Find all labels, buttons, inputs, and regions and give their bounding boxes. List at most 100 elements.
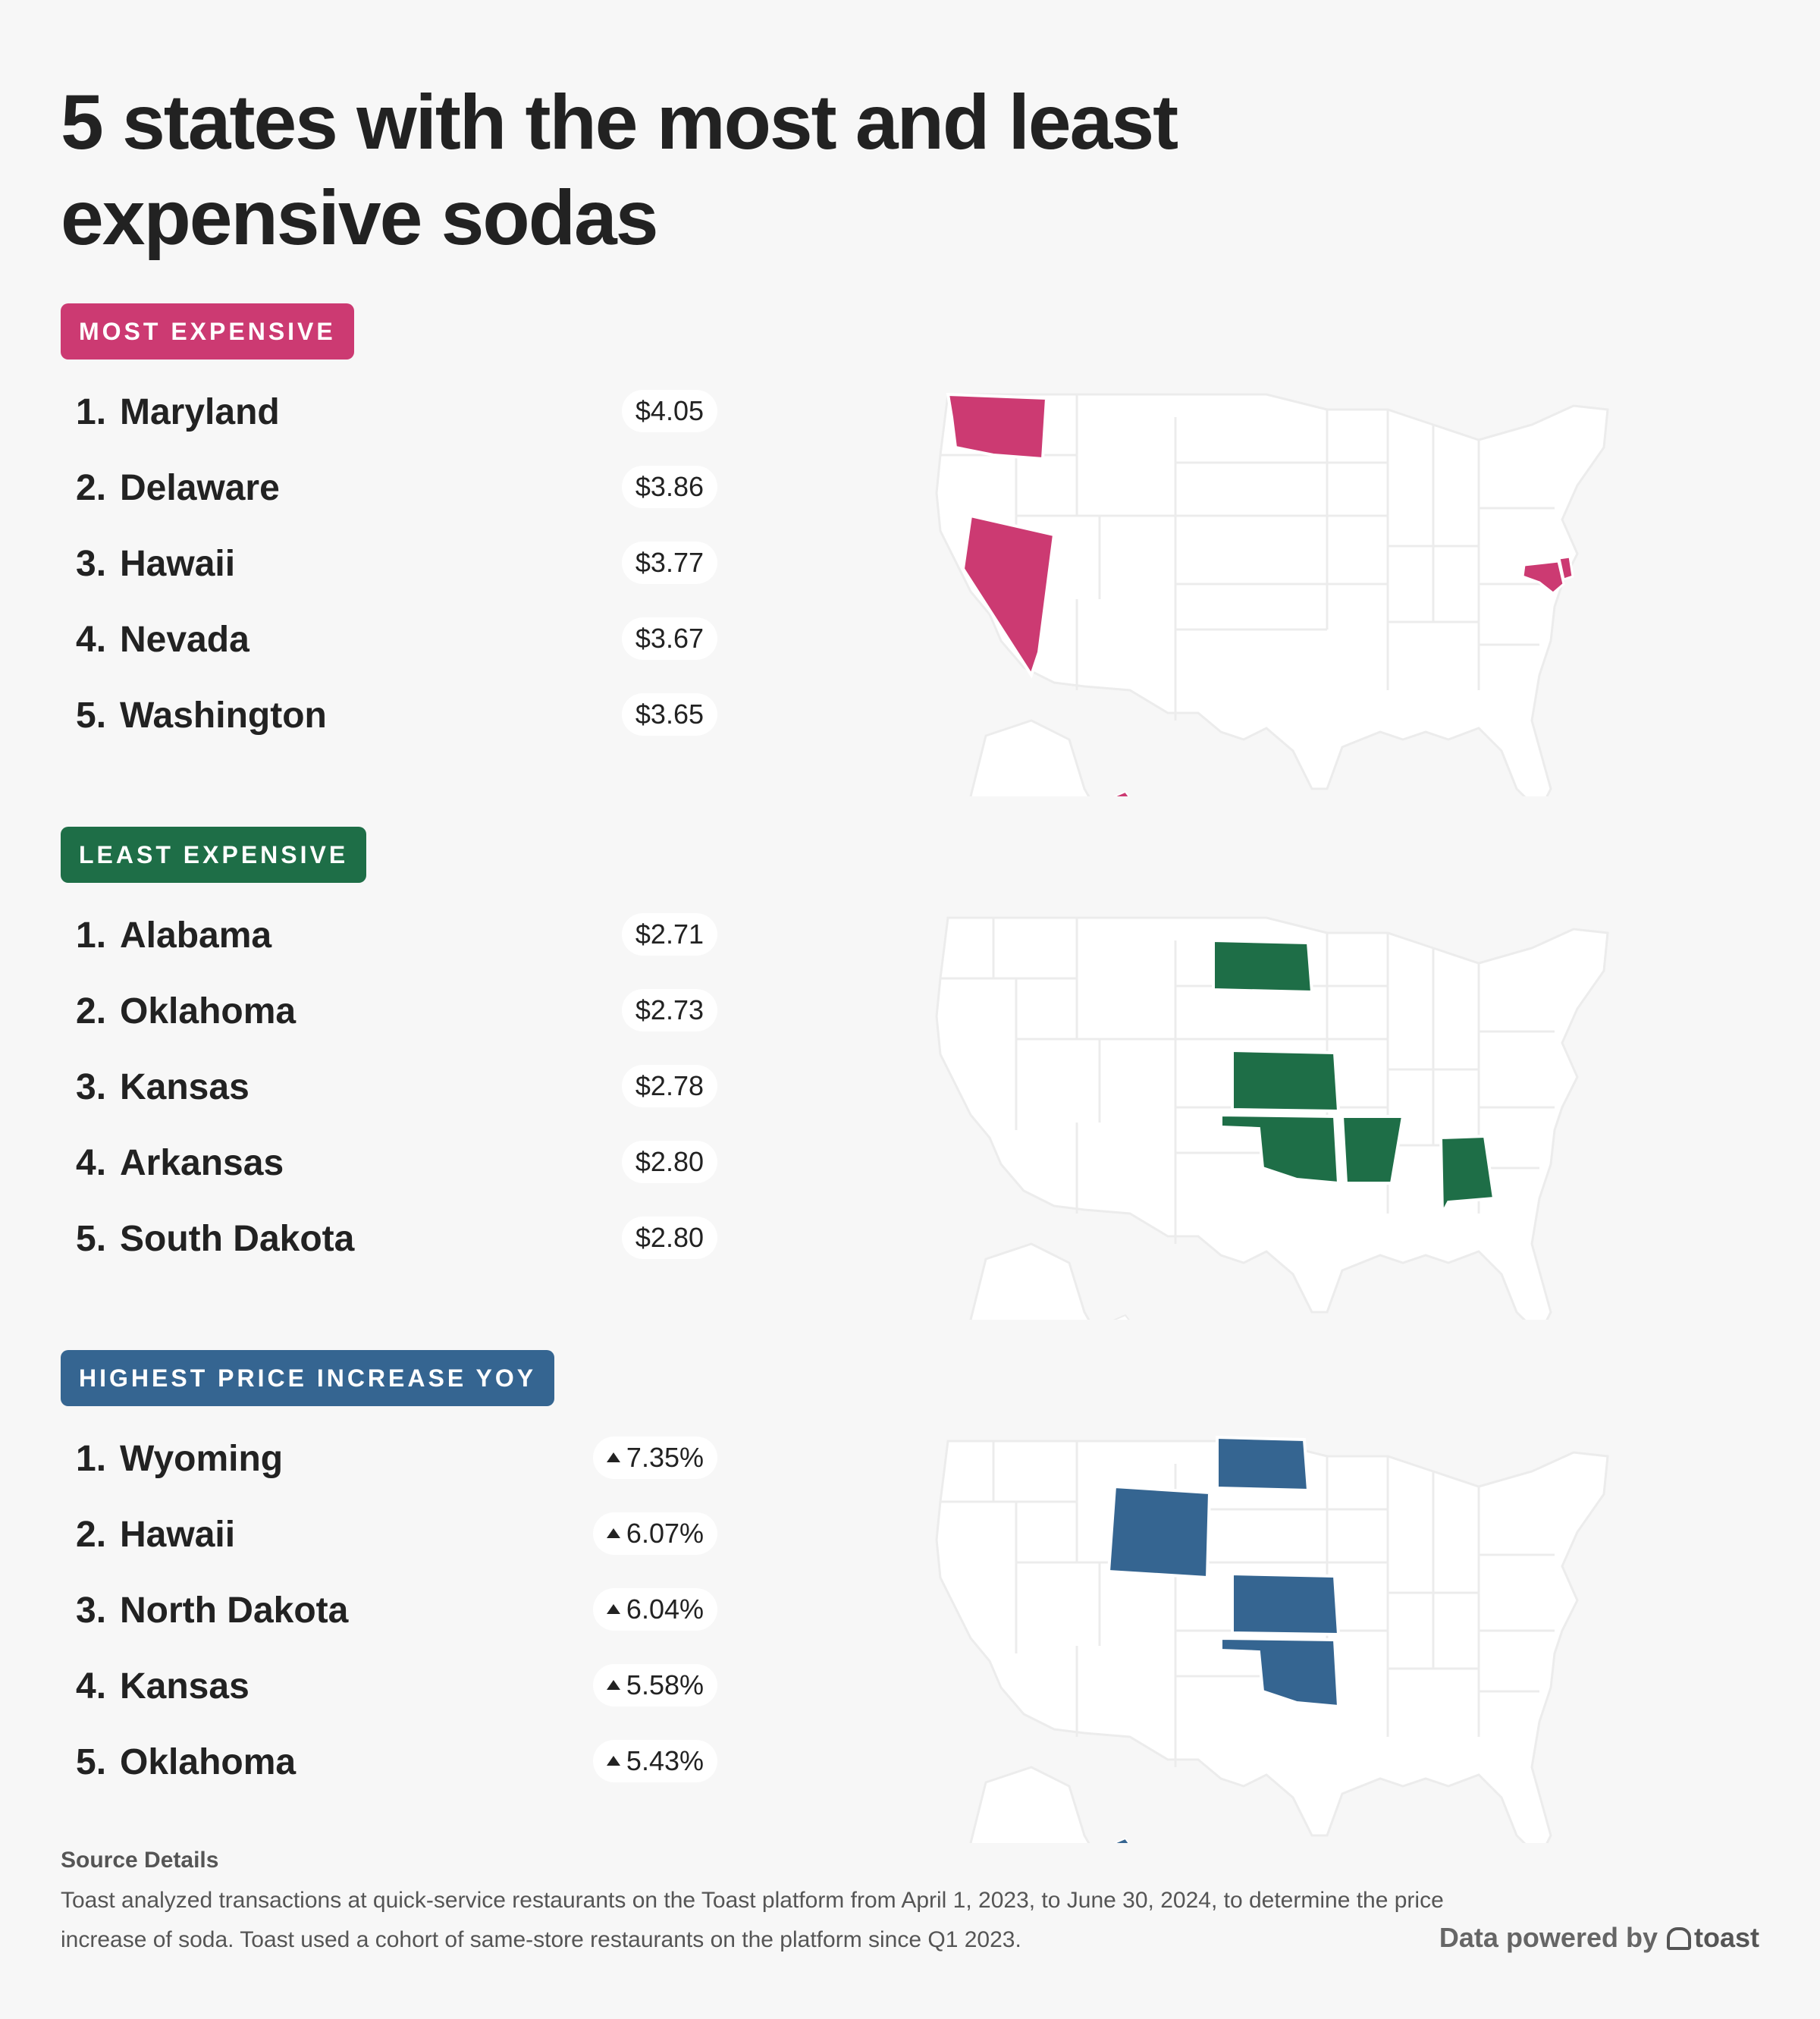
list-item: 2. Delaware $3.86 (0, 458, 758, 519)
map-state-oklahoma (1219, 1113, 1341, 1185)
price-pill: $2.80 (621, 1141, 717, 1183)
increase-pill: 6.04% (592, 1588, 717, 1631)
toast-logo-icon (1666, 1927, 1691, 1950)
price-pill: $3.65 (621, 693, 717, 736)
price-pill: $2.73 (621, 989, 717, 1031)
increase-value: 5.58% (626, 1669, 704, 1700)
state-name: South Dakota (120, 1219, 355, 1259)
map-state-hawaii (1113, 1837, 1130, 1843)
list-item: 1. Alabama $2.71 (0, 906, 758, 966)
triangle-up-icon (606, 1528, 620, 1538)
rank-number: 4. (76, 620, 107, 660)
triangle-up-icon (606, 1452, 620, 1462)
price-value: $4.05 (635, 395, 704, 426)
price-pill: $2.71 (621, 913, 717, 956)
list-item: 3. North Dakota 6.04% (0, 1581, 758, 1641)
rank-number: 4. (76, 1143, 107, 1183)
least-expensive-section: LEAST EXPENSIVE 1. Alabama $2.71 2. Okla… (0, 827, 1820, 1350)
state-name: Kansas (120, 1666, 249, 1707)
price-value: $3.65 (635, 699, 704, 730)
us-map-least-expensive (935, 916, 1609, 1320)
state-name: Wyoming (120, 1439, 284, 1479)
price-value: $2.80 (635, 1146, 704, 1177)
brand-attribution: Data powered by toast (1439, 1922, 1759, 1954)
map-state-north-dakota (1216, 1435, 1310, 1493)
map-state-washington (946, 392, 1049, 461)
state-name: Oklahoma (120, 1742, 297, 1782)
list-item: 5. Washington $3.65 (0, 686, 758, 746)
price-pill: $2.78 (621, 1065, 717, 1107)
most-expensive-badge: MOST EXPENSIVE (61, 303, 354, 360)
list-item: 4. Nevada $3.67 (0, 610, 758, 670)
rank-number: 1. (76, 1439, 107, 1479)
rank-number: 5. (76, 696, 107, 736)
map-state-nevada (961, 513, 1056, 679)
state-name: Arkansas (120, 1143, 284, 1183)
state-name: Washington (120, 696, 327, 736)
rank-number: 2. (76, 991, 107, 1031)
triangle-up-icon (606, 1604, 620, 1614)
rank-number: 1. (76, 915, 107, 956)
list-item: 5. Oklahoma 5.43% (0, 1732, 758, 1793)
rank-number: 2. (76, 1515, 107, 1555)
rank-number: 3. (76, 544, 107, 584)
triangle-up-icon (606, 1680, 620, 1690)
price-value: $2.71 (635, 918, 704, 950)
rank-number: 3. (76, 1590, 107, 1631)
map-state-hawaii (1113, 790, 1130, 796)
price-pill: $3.86 (621, 466, 717, 508)
most-expensive-section: MOST EXPENSIVE 1. Maryland $4.05 2. Dela… (0, 303, 1820, 827)
map-state-maryland (1521, 560, 1565, 595)
list-item: 1. Maryland $4.05 (0, 382, 758, 443)
map-state-alabama (1439, 1134, 1496, 1220)
price-pill: $3.67 (621, 617, 717, 660)
map-state-arkansas (1340, 1115, 1405, 1185)
price-pill: $2.80 (621, 1217, 717, 1259)
rank-number: 2. (76, 468, 107, 508)
brand-name: toast (1693, 1922, 1759, 1953)
list-item: 4. Kansas 5.58% (0, 1656, 758, 1717)
increase-pill: 5.43% (592, 1740, 717, 1782)
list-item: 3. Hawaii $3.77 (0, 534, 758, 595)
state-name: Kansas (120, 1067, 249, 1107)
list-item: 5. South Dakota $2.80 (0, 1209, 758, 1270)
increase-value: 6.04% (626, 1594, 704, 1625)
highest-increase-badge: HIGHEST PRICE INCREASE YOY (61, 1350, 555, 1406)
increase-pill: 7.35% (592, 1437, 717, 1479)
increase-pill: 6.07% (592, 1512, 717, 1555)
price-pill: $3.77 (621, 542, 717, 584)
price-value: $2.73 (635, 994, 704, 1025)
list-item: 3. Kansas $2.78 (0, 1057, 758, 1118)
map-state-south-dakota (1212, 938, 1314, 994)
map-state-kansas (1231, 1572, 1341, 1637)
price-value: $2.78 (635, 1070, 704, 1101)
map-state-wyoming (1106, 1484, 1212, 1580)
price-value: $3.86 (635, 471, 704, 502)
list-item: 1. Wyoming 7.35% (0, 1429, 758, 1490)
least-expensive-badge: LEAST EXPENSIVE (61, 827, 367, 883)
increase-pill: 5.58% (592, 1664, 717, 1707)
brand-prefix: Data powered by (1439, 1922, 1658, 1953)
us-map-highest-increase (935, 1435, 1609, 1843)
increase-value: 7.35% (626, 1442, 704, 1473)
page-title: 5 states with the most and least expensi… (61, 79, 1178, 261)
increase-value: 5.43% (626, 1745, 704, 1776)
rank-number: 4. (76, 1666, 107, 1707)
price-value: $3.77 (635, 547, 704, 578)
state-name: Hawaii (120, 544, 236, 584)
state-name: Delaware (120, 468, 280, 508)
state-name: Hawaii (120, 1515, 236, 1555)
map-state-oklahoma (1219, 1636, 1341, 1709)
list-item: 4. Arkansas $2.80 (0, 1133, 758, 1194)
list-item: 2. Oklahoma $2.73 (0, 981, 758, 1042)
list-item: 2. Hawaii 6.07% (0, 1505, 758, 1565)
rank-number: 1. (76, 392, 107, 432)
price-value: $2.80 (635, 1222, 704, 1253)
map-state-kansas (1231, 1048, 1341, 1113)
price-pill: $4.05 (621, 390, 717, 432)
state-name: Alabama (120, 915, 272, 956)
source-text: Toast analyzed transactions at quick-ser… (61, 1888, 1444, 1952)
map-state-delaware (1558, 555, 1574, 581)
us-map-most-expensive (935, 392, 1609, 796)
triangle-up-icon (606, 1756, 620, 1766)
